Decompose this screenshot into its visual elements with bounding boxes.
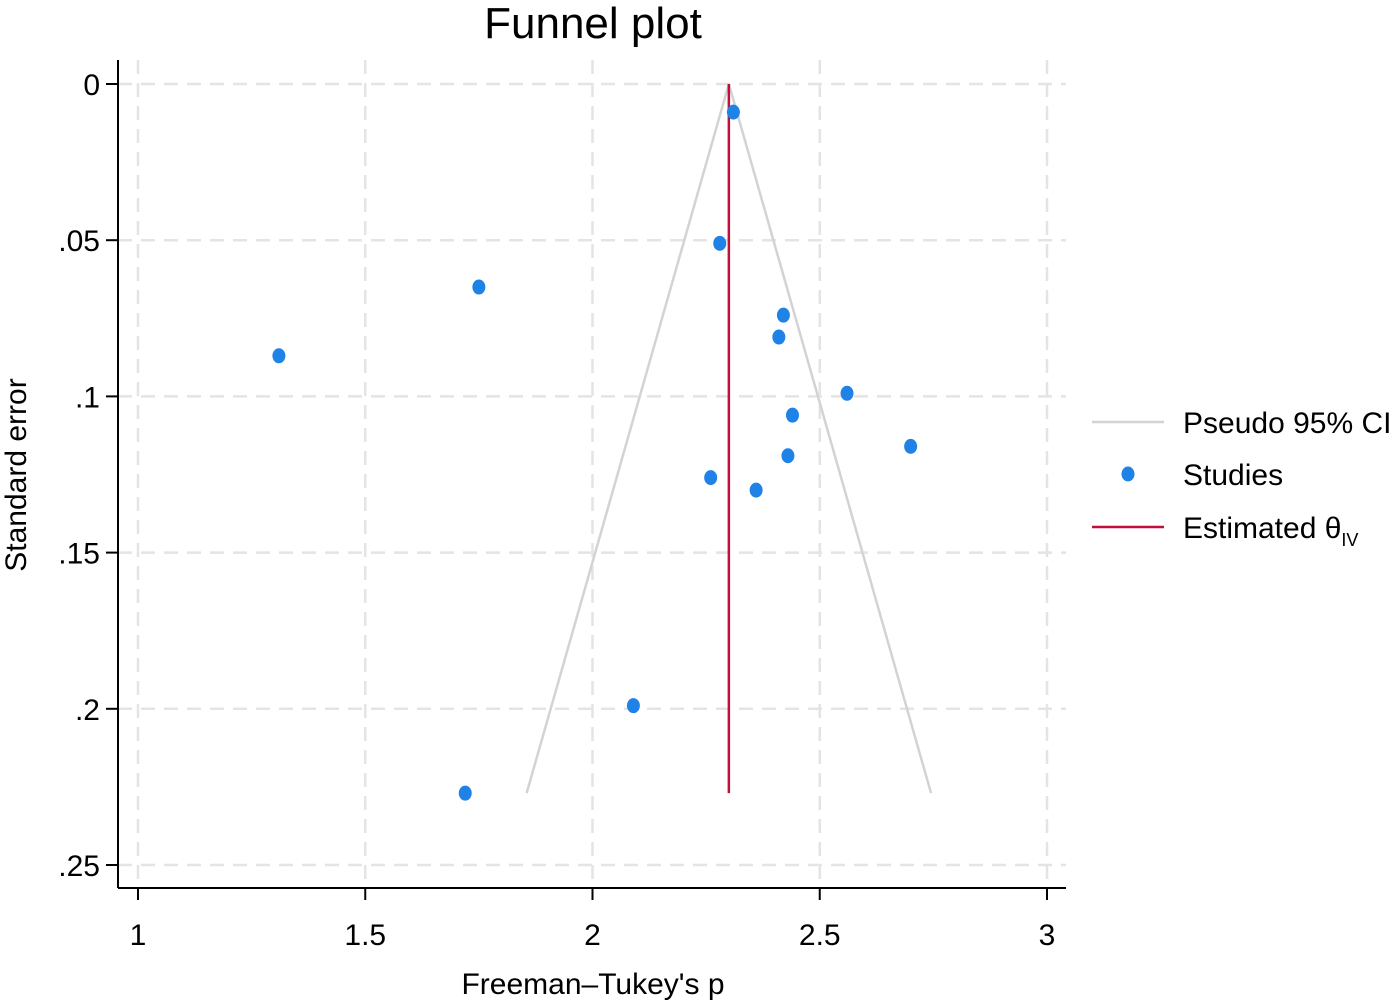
y-axis-ticks: 0 .05 .1 .15 .2 .25 xyxy=(58,69,118,883)
grid xyxy=(118,60,1066,888)
x-tick-label: 1.5 xyxy=(344,919,386,952)
ci-line-left xyxy=(525,83,731,794)
study-point xyxy=(840,385,854,401)
legend-label-text: Pseudo 95% CI xyxy=(1183,407,1391,440)
legend-label-text: Studies xyxy=(1183,459,1283,492)
study-point xyxy=(472,279,486,295)
y-tick-label: .2 xyxy=(75,694,100,727)
legend: Pseudo 95% CI Studies Estimated θIV xyxy=(1092,407,1391,550)
x-axis-ticks: 1 1.5 2 2.5 3 xyxy=(130,888,1056,952)
study-point xyxy=(458,785,472,801)
study-point xyxy=(713,235,727,251)
ci-line-right xyxy=(727,83,933,794)
x-tick-label: 3 xyxy=(1039,919,1056,952)
study-point xyxy=(626,698,640,714)
legend-label-subscript: IV xyxy=(1341,530,1358,550)
study-point xyxy=(781,448,795,464)
chart-title: Funnel plot xyxy=(484,0,702,48)
x-tick-label: 2.5 xyxy=(799,919,841,952)
legend-label-2: Estimated θIV xyxy=(1183,512,1358,550)
study-point xyxy=(749,482,763,498)
pseudo-ci-lines xyxy=(525,83,933,794)
y-tick-label: .1 xyxy=(75,381,100,414)
study-points xyxy=(272,104,918,801)
study-point xyxy=(272,348,286,364)
y-tick-label: .05 xyxy=(58,225,100,258)
y-tick-label: .15 xyxy=(58,538,100,571)
study-point xyxy=(776,307,790,323)
study-point xyxy=(772,329,786,345)
legend-label-0: Pseudo 95% CI xyxy=(1183,407,1391,440)
x-tick-label: 1 xyxy=(130,919,147,952)
study-point xyxy=(904,438,918,454)
y-tick-label: 0 xyxy=(83,69,100,102)
study-point xyxy=(704,470,718,486)
study-point xyxy=(785,407,799,423)
legend-label-1: Studies xyxy=(1183,459,1283,492)
legend-label-text: Estimated θ xyxy=(1183,512,1341,545)
study-point xyxy=(726,104,740,120)
x-axis-label: Freeman–Tukey's p xyxy=(461,968,724,1001)
y-tick-label: .25 xyxy=(58,850,100,883)
legend-marker-1 xyxy=(1121,466,1135,482)
x-tick-label: 2 xyxy=(584,919,601,952)
y-axis-label: Standard error xyxy=(0,378,33,571)
